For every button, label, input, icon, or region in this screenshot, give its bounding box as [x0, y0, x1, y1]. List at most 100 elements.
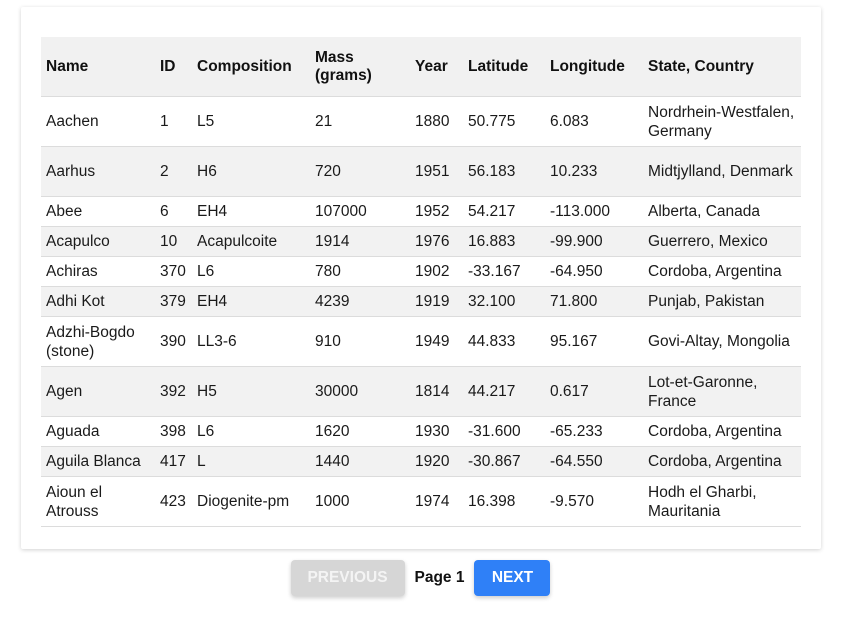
cell-mass: 4239	[310, 286, 410, 317]
cell-latitude: -30.867	[463, 446, 545, 477]
cell-latitude: 44.833	[463, 316, 545, 367]
table-row: Aarhus 2 H6 720 1951 56.183 10.233 Midtj…	[41, 146, 801, 197]
cell-year: 1814	[410, 366, 463, 417]
cell-year: 1920	[410, 446, 463, 477]
column-header-year[interactable]: Year	[410, 37, 463, 97]
table-row: Aguada 398 L6 1620 1930 -31.600 -65.233 …	[41, 416, 801, 447]
table-row: Adhi Kot 379 EH4 4239 1919 32.100 71.800…	[41, 286, 801, 317]
cell-longitude: -64.950	[545, 256, 643, 287]
previous-button[interactable]: PREVIOUS	[290, 560, 405, 596]
cell-latitude: 50.775	[463, 96, 545, 147]
next-button[interactable]: NEXT	[474, 560, 551, 596]
cell-state-country: Guerrero, Mexico	[643, 226, 801, 257]
cell-state-country: Cordoba, Argentina	[643, 446, 801, 477]
cell-longitude: -65.233	[545, 416, 643, 447]
cell-year: 1974	[410, 476, 463, 527]
cell-latitude: -31.600	[463, 416, 545, 447]
cell-latitude: 44.217	[463, 366, 545, 417]
pagination: PREVIOUS Page 1 NEXT	[0, 560, 841, 596]
cell-year: 1880	[410, 96, 463, 147]
cell-mass: 910	[310, 316, 410, 367]
cell-name: Aarhus	[41, 146, 155, 197]
column-header-latitude[interactable]: Latitude	[463, 37, 545, 97]
cell-name: Aguada	[41, 416, 155, 447]
cell-id: 417	[155, 446, 192, 477]
cell-name: Achiras	[41, 256, 155, 287]
table-row: Adzhi-Bogdo (stone) 390 LL3-6 910 1949 4…	[41, 316, 801, 367]
cell-year: 1949	[410, 316, 463, 367]
cell-state-country: Lot-et-Garonne, France	[643, 366, 801, 417]
cell-state-country: Cordoba, Argentina	[643, 416, 801, 447]
cell-longitude: -99.900	[545, 226, 643, 257]
cell-id: 423	[155, 476, 192, 527]
cell-composition: LL3-6	[192, 316, 310, 367]
cell-longitude: 95.167	[545, 316, 643, 367]
cell-latitude: 54.217	[463, 196, 545, 227]
cell-mass: 780	[310, 256, 410, 287]
cell-composition: H5	[192, 366, 310, 417]
cell-mass: 1914	[310, 226, 410, 257]
table-row: Achiras 370 L6 780 1902 -33.167 -64.950 …	[41, 256, 801, 287]
column-header-id[interactable]: ID	[155, 37, 192, 97]
cell-id: 10	[155, 226, 192, 257]
cell-mass: 720	[310, 146, 410, 197]
cell-composition: L6	[192, 256, 310, 287]
cell-state-country: Hodh el Gharbi, Mauritania	[643, 476, 801, 527]
meteorite-table-card: Name ID Composition Mass (grams) Year La…	[21, 7, 821, 549]
cell-id: 6	[155, 196, 192, 227]
cell-latitude: 56.183	[463, 146, 545, 197]
cell-name: Adzhi-Bogdo (stone)	[41, 316, 155, 367]
cell-longitude: 0.617	[545, 366, 643, 417]
page-indicator: Page 1	[414, 569, 465, 586]
cell-name: Abee	[41, 196, 155, 227]
cell-mass: 21	[310, 96, 410, 147]
cell-mass: 1620	[310, 416, 410, 447]
cell-composition: Acapulcoite	[192, 226, 310, 257]
cell-year: 1919	[410, 286, 463, 317]
cell-id: 2	[155, 146, 192, 197]
cell-composition: Diogenite-pm	[192, 476, 310, 527]
cell-longitude: 6.083	[545, 96, 643, 147]
table-row: Aioun el Atrouss 423 Diogenite-pm 1000 1…	[41, 476, 801, 527]
meteorite-table: Name ID Composition Mass (grams) Year La…	[41, 37, 801, 527]
cell-state-country: Alberta, Canada	[643, 196, 801, 227]
cell-id: 1	[155, 96, 192, 147]
cell-id: 392	[155, 366, 192, 417]
cell-mass: 30000	[310, 366, 410, 417]
cell-mass: 107000	[310, 196, 410, 227]
cell-latitude: 32.100	[463, 286, 545, 317]
cell-name: Adhi Kot	[41, 286, 155, 317]
cell-mass: 1000	[310, 476, 410, 527]
cell-id: 370	[155, 256, 192, 287]
cell-state-country: Govi-Altay, Mongolia	[643, 316, 801, 367]
cell-year: 1902	[410, 256, 463, 287]
cell-year: 1952	[410, 196, 463, 227]
cell-name: Aioun el Atrouss	[41, 476, 155, 527]
cell-composition: L5	[192, 96, 310, 147]
column-header-longitude[interactable]: Longitude	[545, 37, 643, 97]
cell-longitude: -113.000	[545, 196, 643, 227]
table-row: Agen 392 H5 30000 1814 44.217 0.617 Lot-…	[41, 366, 801, 417]
cell-state-country: Cordoba, Argentina	[643, 256, 801, 287]
cell-latitude: 16.883	[463, 226, 545, 257]
cell-name: Aguila Blanca	[41, 446, 155, 477]
cell-id: 398	[155, 416, 192, 447]
cell-composition: L6	[192, 416, 310, 447]
cell-name: Acapulco	[41, 226, 155, 257]
cell-latitude: -33.167	[463, 256, 545, 287]
column-header-composition[interactable]: Composition	[192, 37, 310, 97]
cell-composition: EH4	[192, 286, 310, 317]
cell-longitude: 10.233	[545, 146, 643, 197]
cell-longitude: -64.550	[545, 446, 643, 477]
cell-state-country: Midtjylland, Denmark	[643, 146, 801, 197]
cell-year: 1976	[410, 226, 463, 257]
column-header-mass[interactable]: Mass (grams)	[310, 37, 410, 97]
cell-composition: H6	[192, 146, 310, 197]
column-header-name[interactable]: Name	[41, 37, 155, 97]
cell-state-country: Punjab, Pakistan	[643, 286, 801, 317]
cell-year: 1930	[410, 416, 463, 447]
cell-id: 379	[155, 286, 192, 317]
column-header-state-country[interactable]: State, Country	[643, 37, 801, 97]
cell-longitude: -9.570	[545, 476, 643, 527]
cell-name: Aachen	[41, 96, 155, 147]
